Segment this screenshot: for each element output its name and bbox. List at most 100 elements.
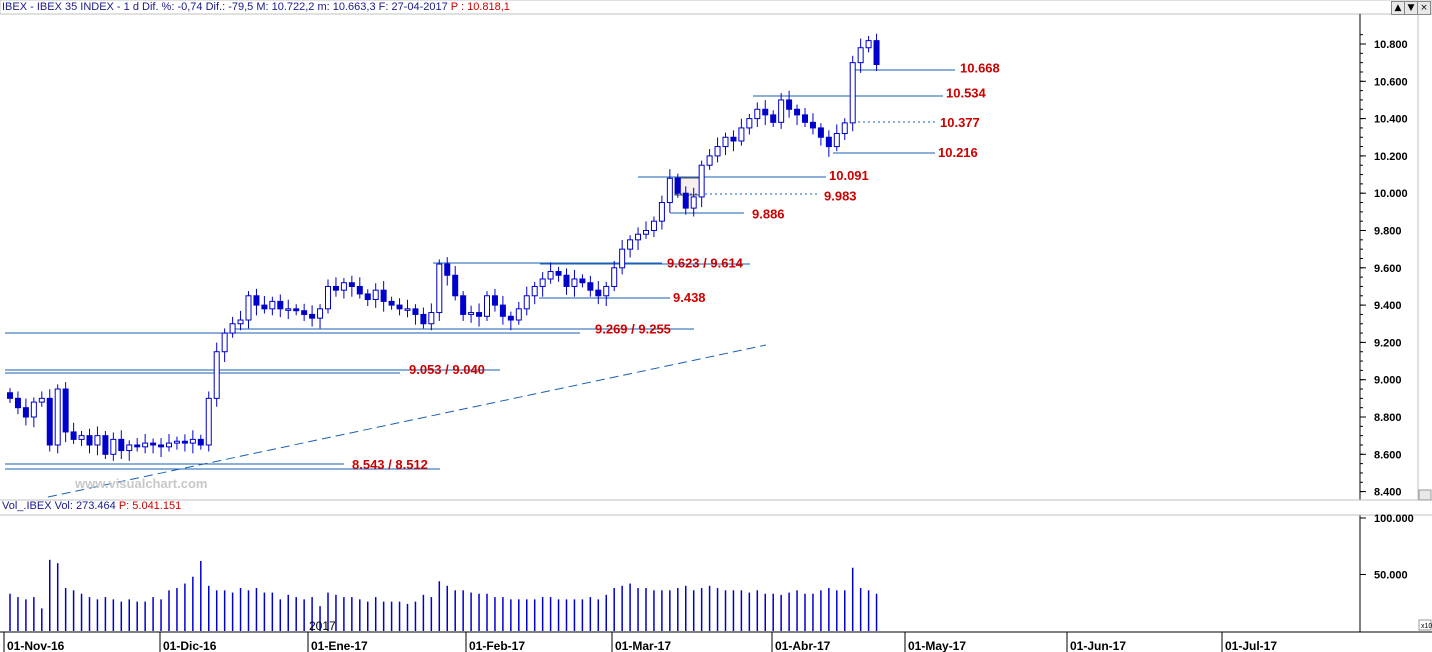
candle: [571, 269, 578, 297]
time-tick-label: 01-Nov-16: [7, 639, 65, 652]
candle: [134, 438, 141, 452]
time-axis: 01-Nov-16 01-Dic-16 01-Ene-17 01-Feb-17 01-M…: [3, 632, 1277, 652]
candle: [94, 426, 101, 456]
year-marker: 2017: [309, 619, 336, 633]
candle: [650, 216, 657, 238]
candle: [364, 289, 371, 307]
price-tick-label: 10.200: [1374, 151, 1408, 163]
level-label: 9.983: [824, 188, 857, 203]
candle: [189, 430, 196, 454]
candle: [603, 281, 610, 307]
level-label: 10.377: [940, 115, 980, 130]
candle: [213, 342, 220, 407]
candle: [269, 296, 276, 316]
candle: [682, 186, 689, 215]
candle: [722, 132, 729, 155]
candle: [285, 299, 292, 320]
candle: [849, 55, 856, 132]
candle: [579, 274, 586, 288]
level-lines: [5, 69, 955, 470]
candle: [317, 304, 324, 329]
candle: [356, 277, 363, 299]
price-tick-label: 10.600: [1374, 76, 1408, 88]
time-tick-label: 01-Feb-17: [469, 639, 525, 652]
candle: [476, 303, 483, 327]
volume-tick-label: 50.000: [1374, 570, 1408, 582]
level-label: 9.053 / 9.040: [409, 362, 485, 377]
level-labels: 10.668 10.534 10.377 10.216 10.091 9.983 9.886…: [352, 61, 1000, 472]
price-tick-label: 10.800: [1374, 39, 1408, 51]
price-tick-label: 9.800: [1374, 226, 1402, 238]
candle: [229, 316, 236, 338]
candle: [587, 275, 594, 297]
price-tick-label: 8.800: [1374, 412, 1402, 424]
price-tick-label: 9.600: [1374, 263, 1402, 275]
candle: [547, 262, 554, 284]
candle: [770, 110, 777, 127]
candle: [142, 433, 149, 454]
candle: [158, 438, 165, 458]
time-tick-label: 01-Jun-17: [1070, 639, 1126, 652]
candle: [7, 388, 13, 404]
candle: [833, 124, 840, 152]
candle: [666, 169, 673, 213]
candle: [619, 240, 626, 275]
time-tick-label: 01-Dic-16: [163, 639, 217, 652]
candle: [404, 299, 411, 318]
price-tick-label: 8.400: [1374, 487, 1402, 499]
level-label: 9.269 / 9.255: [595, 322, 671, 337]
candle: [460, 291, 467, 321]
price-tick-label: 9.000: [1374, 375, 1402, 387]
candle: [46, 389, 53, 452]
time-tick-label: 01-Ene-17: [311, 639, 368, 652]
time-tick-label: 01-Mar-17: [615, 639, 671, 652]
restore-button[interactable]: ▼: [1404, 1, 1418, 15]
candles: [7, 33, 880, 461]
level-label: 9.623 / 9.614: [667, 256, 744, 271]
candle: [802, 107, 808, 127]
candle: [778, 93, 785, 129]
level-label: 9.438: [673, 290, 706, 305]
candle: [420, 307, 427, 329]
candle: [14, 391, 21, 415]
close-button[interactable]: ×: [1417, 1, 1431, 15]
candle: [340, 278, 347, 299]
level-label: 10.668: [960, 61, 1000, 76]
candle: [746, 113, 753, 135]
candle: [166, 433, 172, 452]
time-tick-label: 01-Jul-17: [1225, 639, 1277, 652]
volume-bars: [9, 559, 878, 631]
candle: [221, 328, 228, 362]
candle: [635, 227, 642, 251]
candle: [245, 291, 252, 329]
candle: [70, 422, 77, 445]
watermark: www.visualchart.com: [74, 476, 207, 491]
candle: [706, 148, 713, 170]
candle: [293, 304, 300, 316]
candle: [452, 266, 459, 301]
candle: [499, 295, 506, 325]
candle: [539, 272, 546, 297]
price-axis: 10.800 10.600 10.400 10.200 10.000 9.800 9.600…: [1360, 34, 1408, 499]
candle: [237, 310, 244, 331]
candle: [698, 160, 705, 208]
header-bar: [0, 0, 1432, 15]
candle: [86, 428, 93, 454]
price-tick-label: 8.600: [1374, 449, 1402, 461]
candle: [523, 286, 530, 316]
candle: [78, 430, 85, 446]
main-price: P : 10.818,1: [450, 1, 510, 13]
candle: [277, 294, 284, 318]
candle: [531, 281, 538, 305]
candle: [595, 281, 602, 305]
candle: [627, 235, 634, 258]
candle: [301, 303, 308, 321]
candle: [309, 305, 316, 327]
candle: [809, 113, 816, 135]
level-label: 10.216: [938, 145, 978, 160]
candle: [348, 275, 355, 297]
maximize-button[interactable]: ▲: [1391, 1, 1405, 15]
main-info: IBEX - IBEX 35 INDEX - 1 d Dif. %: -0,74…: [2, 1, 510, 13]
main-info-text: IBEX - IBEX 35 INDEX - 1 d Dif. %: -0,74…: [2, 1, 448, 13]
